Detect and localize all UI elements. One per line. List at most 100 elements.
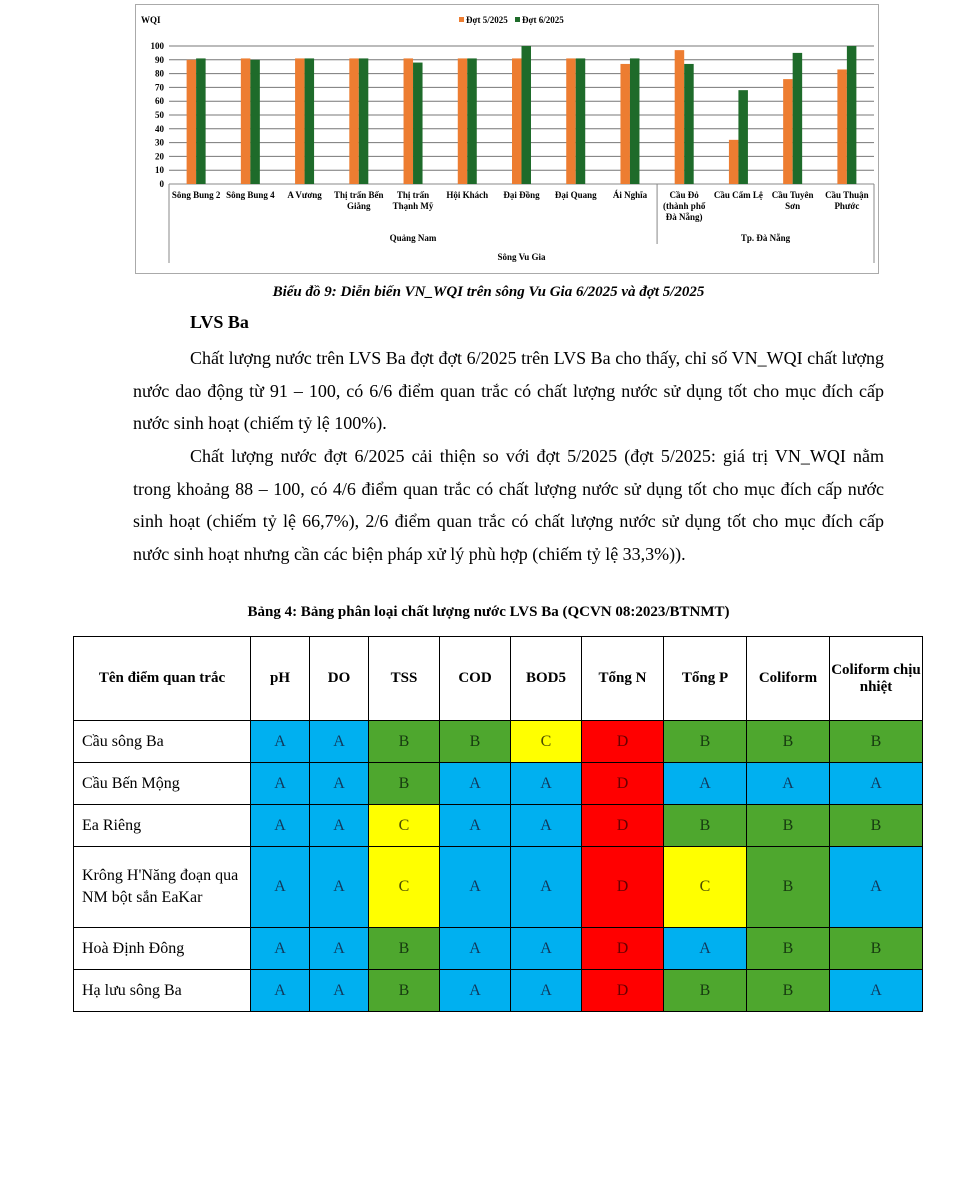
bar: [295, 58, 305, 184]
column-header: TSS: [368, 636, 440, 721]
station-name: Cầu Bến Mộng: [73, 762, 251, 805]
table-row: Ea Riêng A A C A A D B B B: [73, 804, 923, 847]
class-cell: A: [439, 927, 511, 970]
table-row: Hoà Định Đông A A B A A D A B B: [73, 927, 923, 970]
class-cell: A: [510, 804, 582, 847]
y-tick-label: 100: [151, 41, 165, 51]
table-row: Hạ lưu sông Ba A A B A A D B B A: [73, 969, 923, 1012]
x-tick-label: Cầu Tuyên Sơn: [772, 190, 814, 211]
class-cell: A: [309, 762, 369, 805]
class-cell: B: [746, 846, 830, 928]
class-cell: B: [829, 804, 923, 847]
class-cell: A: [510, 846, 582, 928]
super-group-label: Sông Vu Gia: [497, 252, 546, 262]
column-header: COD: [439, 636, 511, 721]
column-header: Tổng N: [581, 636, 664, 721]
bar: [186, 59, 197, 184]
x-tick-label: Hội Khách: [446, 190, 488, 200]
class-cell: A: [439, 804, 511, 847]
column-header: Coliform: [746, 636, 830, 721]
x-tick-label: Cầu Đỏ (thành phố Đà Nẵng): [663, 190, 706, 222]
chart-svg: WQI 0 10 20 30 40 50 60 70 80 90 100 Đợt 5/2025 Đợt 6…: [141, 15, 875, 263]
class-cell: A: [250, 762, 310, 805]
class-cell: A: [309, 804, 369, 847]
class-cell: B: [663, 720, 747, 763]
y-tick-label: 90: [155, 55, 165, 65]
bar: [358, 58, 369, 184]
bar: [467, 58, 477, 184]
bar: [566, 58, 576, 184]
x-tick-label: Cầu Thuận Phước: [825, 190, 869, 211]
class-cell: C: [663, 846, 747, 928]
class-cell: A: [250, 927, 310, 970]
chart-caption: Biểu đồ 9: Diễn biến VN_WQI trên sông Vu…: [272, 284, 705, 300]
bar: [620, 63, 630, 184]
class-cell: A: [250, 969, 310, 1012]
class-cell: B: [746, 720, 830, 763]
class-cell: D: [581, 804, 664, 847]
class-cell: A: [510, 927, 582, 970]
bar: [575, 58, 586, 184]
legend-swatch: [515, 17, 520, 22]
class-cell: C: [510, 720, 582, 763]
column-header: Tên điểm quan trắc: [73, 636, 251, 721]
paragraph-2: Chất lượng nước đợt 6/2025 cải thiện so …: [133, 446, 884, 564]
y-tick-label: 10: [155, 165, 165, 175]
y-tick-label: 80: [155, 69, 165, 79]
bar: [403, 58, 414, 184]
table-row: Krông H'Năng đoạn qua NM bột sắn EaKar A A…: [73, 846, 923, 928]
class-cell: B: [439, 720, 511, 763]
bar: [846, 46, 857, 184]
station-name: Hoà Định Đông: [73, 927, 251, 970]
x-tick-label: Ái Nghĩa: [613, 190, 648, 200]
station-name: Krông H'Năng đoạn qua NM bột sắn EaKar: [73, 846, 251, 928]
x-tick-label: Đại Quang: [555, 190, 597, 200]
y-tick-label: 20: [155, 151, 165, 161]
class-cell: B: [746, 969, 830, 1012]
bar: [728, 139, 739, 184]
y-tick-label: 70: [155, 82, 165, 92]
class-cell: D: [581, 846, 664, 928]
class-cell: B: [829, 927, 923, 970]
class-cell: A: [829, 762, 923, 805]
class-cell: A: [663, 762, 747, 805]
class-cell: D: [581, 762, 664, 805]
column-header: Coliform chịu nhiệt: [829, 636, 923, 721]
x-tick-label: Thị trấn Thạnh Mỹ: [393, 190, 434, 211]
bar: [792, 52, 803, 185]
y-axis-label: WQI: [141, 15, 161, 25]
class-cell: A: [510, 969, 582, 1012]
class-cell: B: [663, 969, 747, 1012]
bar: [738, 90, 748, 184]
x-tick-label: Thị trấn Bến Giằng: [334, 190, 384, 211]
wqi-chart: WQI 0 10 20 30 40 50 60 70 80 90 100 Đợt 5/2025 Đợt 6…: [135, 4, 879, 274]
class-cell: A: [746, 762, 830, 805]
column-header: Tổng P: [663, 636, 747, 721]
bar: [413, 62, 423, 185]
class-cell: A: [439, 846, 511, 928]
section-heading: LVS Ba: [190, 312, 249, 332]
legend-label: Đợt 5/2025: [466, 15, 508, 25]
bar: [521, 46, 531, 184]
class-cell: A: [439, 762, 511, 805]
class-cell: C: [368, 804, 440, 847]
class-cell: D: [581, 969, 664, 1012]
bar: [457, 58, 468, 184]
bar: [512, 58, 522, 184]
column-header: pH: [250, 636, 310, 721]
x-tick-label: Sông Bung 2: [172, 190, 221, 200]
class-cell: A: [510, 762, 582, 805]
class-cell: A: [309, 720, 369, 763]
class-cell: A: [309, 969, 369, 1012]
legend-swatch: [459, 17, 464, 22]
class-cell: B: [368, 720, 440, 763]
class-cell: B: [368, 969, 440, 1012]
group-label: Quảng Nam: [390, 233, 437, 243]
table-row: Cầu Bến Mộng A A B A A D A A A: [73, 762, 923, 805]
class-cell: A: [250, 720, 310, 763]
bar: [250, 59, 260, 184]
bar: [629, 58, 640, 184]
bar: [349, 58, 359, 184]
class-cell: A: [439, 969, 511, 1012]
